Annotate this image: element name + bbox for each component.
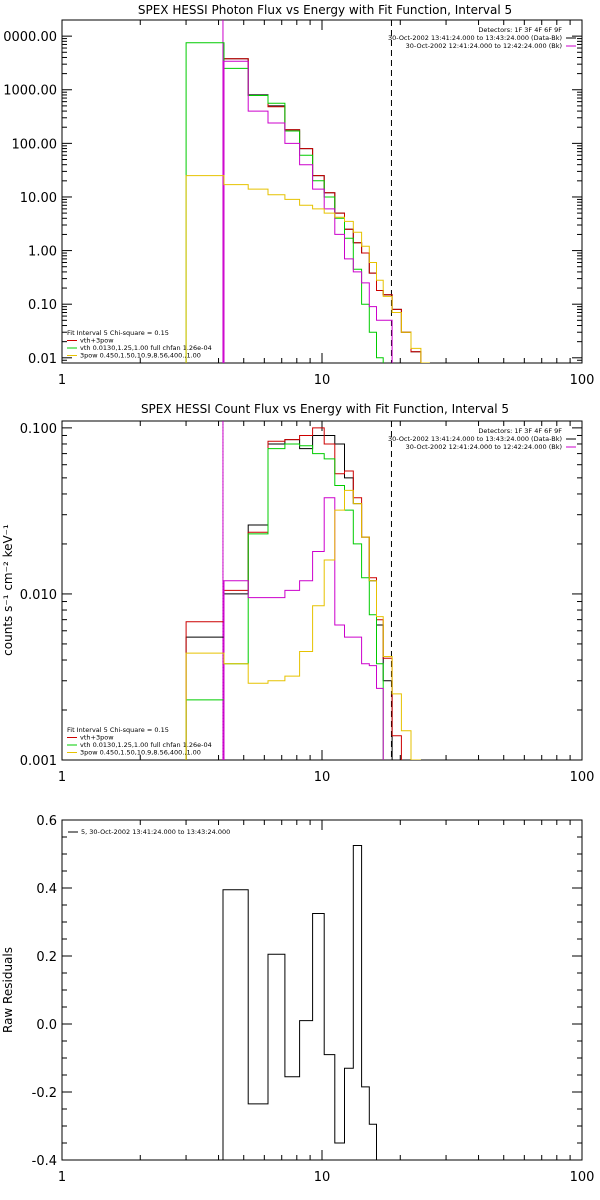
resid-ytick-label: -0.2 bbox=[32, 1086, 57, 1101]
photon-ytick-label: 10.00 bbox=[20, 191, 57, 206]
photon-plot-area bbox=[61, 19, 583, 364]
resid-series-group bbox=[222, 845, 391, 1160]
resid-legend-text: 5, 30-Oct-2002 13:41:24.000 to 13:43:24.… bbox=[81, 828, 230, 836]
photon-info-text: Detectors: 1F 3F 4F 6F 9F bbox=[478, 26, 562, 34]
count-flux-panel: SPEX HESSI Count Flux vs Energy with Fit… bbox=[1, 402, 594, 785]
count-series-0-line bbox=[185, 435, 393, 760]
count-series-2-line bbox=[185, 443, 384, 760]
photon-xtick-label: 10 bbox=[314, 373, 331, 388]
count-axes-frame bbox=[61, 420, 583, 761]
photon-series-1-line bbox=[223, 58, 422, 363]
count-series-4-line bbox=[185, 489, 421, 760]
photon-ytick-label: 1.00 bbox=[28, 245, 57, 260]
photon-ytick-label: 0.10 bbox=[28, 298, 57, 313]
count-xtick-label: 10 bbox=[314, 770, 331, 785]
resid-ytick-label: 0.4 bbox=[36, 882, 57, 897]
photon-axes-frame bbox=[61, 19, 583, 364]
count-info-text: Detectors: 1F 3F 4F 6F 9F bbox=[478, 427, 562, 435]
resid-xtick-labels: 1 10 100 bbox=[58, 1170, 595, 1185]
resid-xtick-label: 1 bbox=[58, 1170, 66, 1185]
count-ytick-labels: 0.100 0.010 0.001 bbox=[20, 422, 57, 769]
count-chart-title: SPEX HESSI Count Flux vs Energy with Fit… bbox=[141, 402, 509, 416]
resid-axes-frame bbox=[61, 819, 583, 1161]
count-series-3-line bbox=[223, 497, 384, 760]
count-fit-legend: Fit Interval 5 Chi-square = 0.15vth+3pow… bbox=[67, 726, 212, 757]
resid-plot-area bbox=[61, 819, 583, 1161]
count-ytick-label: 0.100 bbox=[20, 422, 57, 437]
count-xtick-label: 100 bbox=[570, 770, 595, 785]
resid-xtick-label: 10 bbox=[314, 1170, 331, 1185]
photon-fit-text: vth 0.0130,1.25,1.00 full chfan 1.26e-04 bbox=[80, 344, 212, 352]
photon-fit-text: 3pow 0.450,1.50,10.9,8.56,400.,1.00 bbox=[80, 352, 201, 360]
resid-ytick-label: 0.2 bbox=[36, 950, 57, 965]
photon-xtick-labels: 1 10 100 bbox=[58, 373, 595, 388]
photon-series-2-line bbox=[185, 42, 384, 363]
count-xtick-label: 1 bbox=[58, 770, 66, 785]
photon-chart-title: SPEX HESSI Photon Flux vs Energy with Fi… bbox=[138, 3, 512, 17]
count-info-text: 30-Oct-2002 12:41:24.000 to 12:42:24.000… bbox=[406, 443, 562, 451]
resid-ytick-label: 0.6 bbox=[36, 814, 57, 829]
count-y-axis-label: counts s⁻¹ cm⁻² keV⁻¹ bbox=[1, 524, 15, 656]
count-ytick-label: 0.010 bbox=[20, 588, 57, 603]
count-fit-text: vth 0.0130,1.25,1.00 full chfan 1.26e-04 bbox=[80, 741, 212, 749]
count-fit-text: 3pow 0.450,1.50,10.9,8.56,400.,1.00 bbox=[80, 749, 201, 757]
photon-fit-text: Fit Interval 5 Chi-square = 0.15 bbox=[67, 329, 169, 337]
photon-ytick-label: 0.01 bbox=[28, 352, 57, 367]
resid-ytick-labels: 0.6 0.4 0.2 0.0 -0.2 -0.4 bbox=[32, 814, 57, 1169]
photon-fit-legend: Fit Interval 5 Chi-square = 0.15vth+3pow… bbox=[67, 329, 212, 360]
count-fit-text: Fit Interval 5 Chi-square = 0.15 bbox=[67, 726, 169, 734]
resid-ytick-label: -0.4 bbox=[32, 1154, 57, 1169]
photon-fit-text: vth+3pow bbox=[80, 337, 114, 345]
photon-info-text: 30-Oct-2002 13:41:24.000 to 13:43:24.000… bbox=[388, 34, 562, 42]
photon-series-4-line bbox=[185, 175, 430, 363]
count-fit-text: vth+3pow bbox=[80, 734, 114, 742]
resid-legend: 5, 30-Oct-2002 13:41:24.000 to 13:43:24.… bbox=[68, 828, 230, 836]
photon-xtick-label: 1 bbox=[58, 373, 66, 388]
resid-series-0-line bbox=[222, 845, 391, 1160]
photon-series-3-line bbox=[223, 60, 393, 363]
photon-ytick-label: 0000.00 bbox=[3, 30, 57, 45]
resid-ytick-label: 0.0 bbox=[36, 1018, 57, 1033]
count-plot-area bbox=[61, 420, 583, 761]
photon-flux-panel: SPEX HESSI Photon Flux vs Energy with Fi… bbox=[3, 3, 594, 388]
photon-ytick-label: 100.00 bbox=[12, 137, 58, 152]
count-ytick-label: 0.001 bbox=[20, 754, 57, 769]
count-info-text: 30-Oct-2002 13:41:24.000 to 13:43:24.000… bbox=[388, 435, 562, 443]
residuals-panel: Raw Residuals 0.6 0.4 0.2 0.0 -0.2 -0.4 1 10 10… bbox=[1, 814, 594, 1185]
residuals-y-axis-label: Raw Residuals bbox=[1, 947, 15, 1033]
photon-ytick-label: 1000.00 bbox=[3, 84, 57, 99]
photon-series-group bbox=[185, 42, 430, 363]
resid-xtick-label: 100 bbox=[570, 1170, 595, 1185]
photon-xtick-label: 100 bbox=[570, 373, 595, 388]
photon-ytick-labels: 0000.00 1000.00 100.00 10.00 1.00 0.10 0.01 bbox=[3, 30, 57, 367]
count-series-group bbox=[185, 427, 421, 760]
photon-info-text: 30-Oct-2002 12:41:24.000 to 12:42:24.000… bbox=[406, 42, 562, 50]
count-xtick-labels: 1 10 100 bbox=[58, 770, 595, 785]
